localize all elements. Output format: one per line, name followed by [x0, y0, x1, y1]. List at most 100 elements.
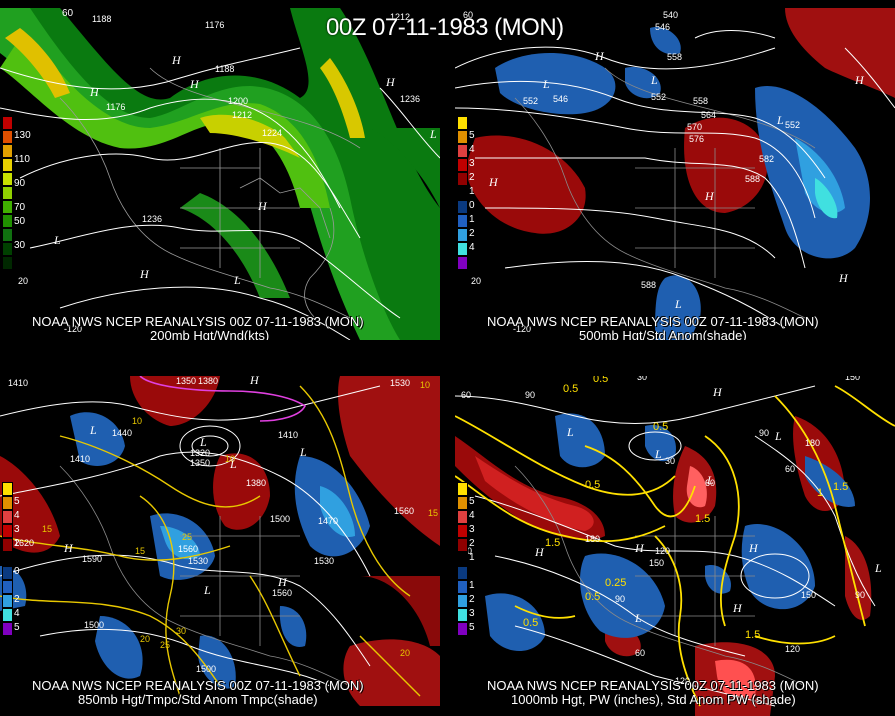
- legend-1000mb: 5 4 3 2 1 1 2 3 5: [457, 482, 475, 636]
- legend-500-sw3: [457, 158, 468, 172]
- center-200-l3: L: [53, 233, 61, 247]
- label-850-1500b: 1500: [84, 620, 104, 630]
- center-200-l1: L: [429, 127, 437, 141]
- legend-1000-lb6: 1: [469, 580, 475, 591]
- center-1000-l3: L: [706, 473, 714, 487]
- legend-500-lb1: 4: [469, 144, 475, 155]
- label-500-540: 540: [663, 10, 678, 20]
- center-200-h4: H: [385, 75, 396, 89]
- main-title: 00Z 07-11-1983 (MON): [326, 14, 564, 41]
- legend-850-sw0: [2, 482, 13, 496]
- center-1000-h2: H: [534, 545, 545, 559]
- legend-500-sw0: [457, 116, 468, 130]
- legend-200-sw10: [2, 256, 13, 270]
- label-1000-90a: 90: [525, 390, 535, 400]
- center-500-l2: L: [542, 77, 550, 91]
- legend-200-sw3: [2, 158, 13, 172]
- center-500-h5: H: [838, 271, 849, 285]
- legend-200-sw2: [2, 144, 13, 158]
- legend-850-lb1: 4: [14, 510, 20, 521]
- temp-850-25a: 25: [160, 640, 170, 650]
- label-1000-120b: 120: [785, 644, 800, 654]
- lon-500-120: -120: [513, 324, 531, 334]
- legend-850-lb0: 5: [14, 496, 20, 507]
- pw-1000-0.5a: 0.5: [563, 383, 578, 395]
- center-200-h2: H: [189, 77, 200, 91]
- center-1000-l2: L: [654, 447, 662, 461]
- legend-1000-sw5: [457, 552, 468, 566]
- legend-850-sw5: [2, 552, 13, 566]
- legend-1000-lb3: 2: [469, 538, 475, 549]
- map-200mb: 1188 1176 1188 1200 1212 1224 1236 1212 …: [0, 8, 440, 340]
- legend-500-sw6: [457, 200, 468, 214]
- legend-200mb: 130 110 90 70 50 30: [2, 116, 31, 270]
- label-850-1590: 1590: [82, 554, 102, 564]
- center-850-h1: H: [249, 376, 260, 387]
- caption-850-line2: 850mb Hgt/Tmpc/Std Anom Tmpc(shade): [78, 692, 318, 707]
- legend-1000-sw1: [457, 496, 468, 510]
- caption-1000-line2: 1000mb Hgt, PW (inches), Std Anom PW (sh…: [511, 692, 796, 707]
- caption-500-line1: NOAA NWS NCEP REANALYSIS 00Z 07-11-1983 …: [487, 314, 819, 329]
- label-1000-90c: 90: [615, 594, 625, 604]
- legend-200-sw9: [2, 242, 13, 256]
- caption-1000-line1: NOAA NWS NCEP REANALYSIS 00Z 07-11-1983 …: [487, 678, 819, 693]
- temp-850-20a: 20: [140, 634, 150, 644]
- label-200-1236b: 1236: [400, 94, 420, 104]
- pw-1000-0.5e: 0.5: [585, 591, 600, 603]
- legend-1000-sw10: [457, 622, 468, 636]
- lat-500-60: 60: [463, 10, 473, 20]
- pw-1000-1: 1: [817, 487, 823, 499]
- map-500mb: 540 546 558 552 546 552 558 564 570 576 …: [455, 8, 895, 340]
- center-200-h1: H: [171, 53, 182, 67]
- legend-200-sw8: [2, 228, 13, 242]
- legend-500-sw8: [457, 228, 468, 242]
- pw-1000-1.5c: 1.5: [745, 629, 760, 641]
- pw-1000-1.5b: 1.5: [695, 513, 710, 525]
- legend-850-sw3: [2, 524, 13, 538]
- legend-850-lb2: 3: [14, 524, 20, 535]
- label-1000-90d: 90: [855, 590, 865, 600]
- label-850-1350b: 1350: [190, 458, 210, 468]
- label-200-1176b: 1176: [106, 102, 125, 112]
- legend-1000-sw4: [457, 538, 468, 552]
- label-850-1500a: 1500: [270, 514, 290, 524]
- legend-850-sw1: [2, 496, 13, 510]
- legend-500-sw5: [457, 186, 468, 200]
- legend-850-sw10: [2, 622, 13, 636]
- center-1000-h4: H: [748, 541, 759, 555]
- temp-850-15a: 15: [42, 524, 52, 534]
- label-1000-30b: 30: [665, 456, 675, 466]
- legend-1000-lb2: 3: [469, 524, 475, 535]
- legend-850-lb7: 2: [14, 594, 20, 605]
- label-500-552b: 552: [651, 92, 666, 102]
- center-850-h3: H: [277, 575, 288, 589]
- center-1000-l1: L: [566, 425, 574, 439]
- legend-500-lb9: 4: [469, 242, 475, 253]
- label-850-1560a: 1560: [394, 506, 414, 516]
- center-500-h4: H: [704, 189, 715, 203]
- center-1000-h1: H: [712, 385, 723, 399]
- center-850-l2: L: [199, 435, 207, 449]
- legend-1000-lb7: 2: [469, 594, 475, 605]
- legend-500-sw2: [457, 144, 468, 158]
- label-200-1212b: 1212: [390, 12, 410, 22]
- legend-200-lb0: 130: [14, 130, 31, 141]
- label-200-1176: 1176: [205, 20, 224, 30]
- legend-1000-sw6: [457, 566, 468, 580]
- legend-200-sw1: [2, 130, 13, 144]
- label-500-576: 576: [689, 134, 704, 144]
- legend-850-sw4: [2, 538, 13, 552]
- label-1000-180b: 180: [585, 534, 600, 544]
- center-1000-l5: L: [874, 561, 882, 575]
- label-500-546a: 546: [655, 22, 670, 32]
- label-850-1530a: 1530: [314, 556, 334, 566]
- pw-1000-0.25: 0.25: [605, 577, 626, 589]
- caption-200-line2: 200mb Hgt/Wnd(kts): [150, 328, 270, 340]
- center-500-h2: H: [854, 73, 865, 87]
- legend-200-lb4: 90: [14, 178, 26, 189]
- temp-850-10a: 10: [132, 416, 142, 426]
- legend-500-sw1: [457, 130, 468, 144]
- center-500-l4: L: [674, 297, 682, 311]
- temp-850-15b: 15: [135, 546, 145, 556]
- center-850-h2: H: [63, 541, 74, 555]
